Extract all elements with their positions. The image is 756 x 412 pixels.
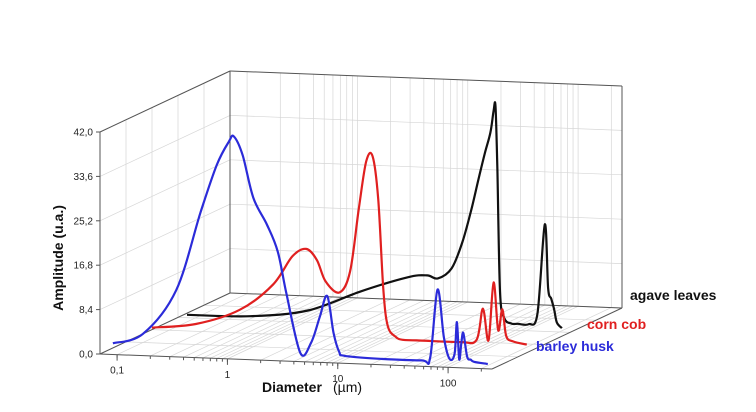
grid-line <box>279 299 411 362</box>
frame-edge <box>99 70 231 133</box>
x-axis-title: Diameter <box>262 379 322 395</box>
x-tick-label: 100 <box>440 378 457 389</box>
grid <box>99 70 623 370</box>
grid-line <box>304 300 435 363</box>
x-axis-unit: (µm) <box>333 379 362 395</box>
grid-line <box>227 297 358 360</box>
grid-line <box>404 304 535 366</box>
grid-line <box>430 305 562 367</box>
grid-line <box>229 203 623 220</box>
x-tick-label: 10 <box>332 374 344 385</box>
axes-frame <box>96 70 623 374</box>
x-tick-label: 1 <box>225 370 231 381</box>
y-tick-label: 42,0 <box>74 128 94 139</box>
series-label-agave-leaves: agave leaves <box>630 287 717 303</box>
series-line-corn-cob <box>151 151 528 346</box>
grid-line <box>216 297 347 359</box>
grid-line <box>260 298 391 361</box>
grid-line <box>229 115 623 131</box>
grid-line <box>320 301 451 363</box>
grid-line <box>99 203 231 266</box>
grid-line <box>203 304 597 321</box>
series-label-corn-cob: corn cob <box>587 316 646 332</box>
frame-edge <box>229 292 623 309</box>
frame-edge <box>229 70 623 87</box>
y-axis-title: Amplitude (u.a.) <box>50 205 66 311</box>
y-tick-label: 33,6 <box>74 172 94 183</box>
x-tick-label: 0,1 <box>110 366 124 377</box>
frame-edge <box>491 307 623 370</box>
grid-line <box>202 296 334 359</box>
y-tick-label: 16,8 <box>74 261 94 272</box>
grid-line <box>370 303 502 365</box>
series-curves <box>112 101 563 366</box>
grid-line <box>481 307 612 369</box>
grid-line <box>183 295 314 358</box>
grid-line <box>229 248 623 264</box>
labels: 0,0 8,4 16,8 25,2 33,6 42,0 0,1 1 10 100 agave lea… <box>74 128 717 390</box>
grid-line <box>229 159 623 176</box>
grid-line <box>414 304 546 367</box>
series-line-barley-husk <box>112 134 488 366</box>
grid-line <box>169 295 300 357</box>
grid-line <box>151 329 545 345</box>
grid-line <box>442 305 574 368</box>
grid-line <box>99 248 231 310</box>
y-tick-label: 0,0 <box>79 350 93 361</box>
series-line-agave-leaves <box>186 101 563 329</box>
grid-line <box>337 301 468 364</box>
grid-line <box>125 341 519 358</box>
grid-line <box>293 300 425 362</box>
y-tick-label: 25,2 <box>74 216 94 227</box>
grid-line <box>313 300 444 363</box>
y-tick-label: 8,4 <box>79 305 93 316</box>
grid-line <box>99 159 231 222</box>
frame-edge <box>99 292 231 355</box>
frame-edge <box>99 353 493 370</box>
grid-line <box>116 293 248 355</box>
grid-line <box>150 294 281 357</box>
grid-line <box>99 115 231 177</box>
series-label-barley-husk: barley husk <box>536 338 614 354</box>
grid-line <box>194 296 325 358</box>
